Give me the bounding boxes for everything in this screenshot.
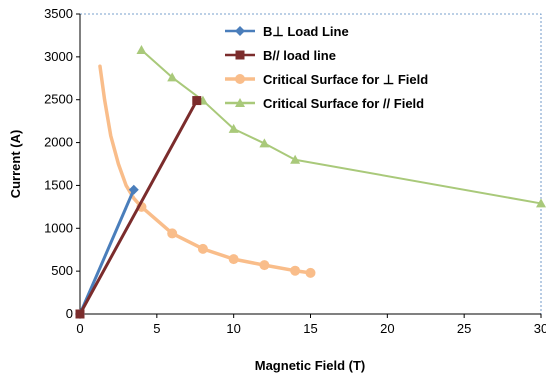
y-tick-label: 500: [51, 263, 73, 278]
series-2: [75, 96, 202, 319]
legend-item: Critical Surface for // Field: [225, 96, 424, 111]
data-point: [536, 198, 546, 208]
legend-item: B// load line: [225, 48, 336, 63]
data-point: [259, 260, 270, 271]
x-tick-label: 5: [153, 321, 160, 336]
x-tick-label: 25: [457, 321, 471, 336]
x-tick-label: 0: [76, 321, 83, 336]
y-axis-title: Current (A): [8, 130, 23, 199]
data-point: [228, 254, 239, 265]
series-layer: [75, 45, 546, 319]
data-point: [136, 45, 147, 54]
legend-item: Critical Surface for ⊥ Field: [225, 72, 428, 87]
legend-marker: [235, 98, 245, 107]
series-1: [75, 184, 139, 319]
legend-marker: [235, 74, 245, 84]
data-point: [197, 243, 208, 254]
y-tick-label: 1500: [44, 177, 73, 192]
y-tick-label: 2500: [44, 92, 73, 107]
data-point: [305, 267, 316, 278]
data-point: [128, 184, 139, 195]
series-3: [98, 64, 316, 278]
legend-marker: [235, 50, 245, 60]
data-point: [192, 96, 202, 106]
y-tick-label: 0: [66, 306, 73, 321]
y-tick-label: 3500: [44, 6, 73, 21]
data-point: [259, 138, 270, 148]
legend-marker: [235, 26, 245, 36]
x-tick-label: 30: [534, 321, 546, 336]
legend-label: B// load line: [263, 48, 336, 63]
x-tick-label: 15: [303, 321, 317, 336]
legend-item: B⊥ Load Line: [225, 24, 349, 39]
y-tick-label: 2000: [44, 135, 73, 150]
x-tick-label: 10: [226, 321, 240, 336]
legend-label: Critical Surface for // Field: [263, 96, 424, 111]
data-point: [75, 309, 85, 319]
y-tick-label: 1000: [44, 220, 73, 235]
data-point: [228, 123, 239, 133]
y-tick-label: 3000: [44, 49, 73, 64]
x-tick-label: 20: [380, 321, 394, 336]
y-axis-ticks: 0 500 1000 1500 2000 2500 3000 3500: [44, 6, 80, 321]
legend-label: B⊥ Load Line: [263, 24, 349, 39]
legend-label: Critical Surface for ⊥ Field: [263, 72, 428, 87]
series-line: [78, 99, 199, 316]
data-point: [167, 72, 178, 82]
data-point: [290, 154, 301, 164]
data-point: [167, 228, 178, 239]
legend: B⊥ Load Line B// load line Critical Surfac…: [225, 24, 428, 111]
series-line: [78, 188, 136, 316]
series-4: [136, 45, 546, 208]
data-point: [290, 265, 301, 276]
x-axis-title: Magnetic Field (T): [255, 358, 366, 373]
x-axis-ticks: 0 5 10 15 20 25 30: [76, 314, 546, 336]
